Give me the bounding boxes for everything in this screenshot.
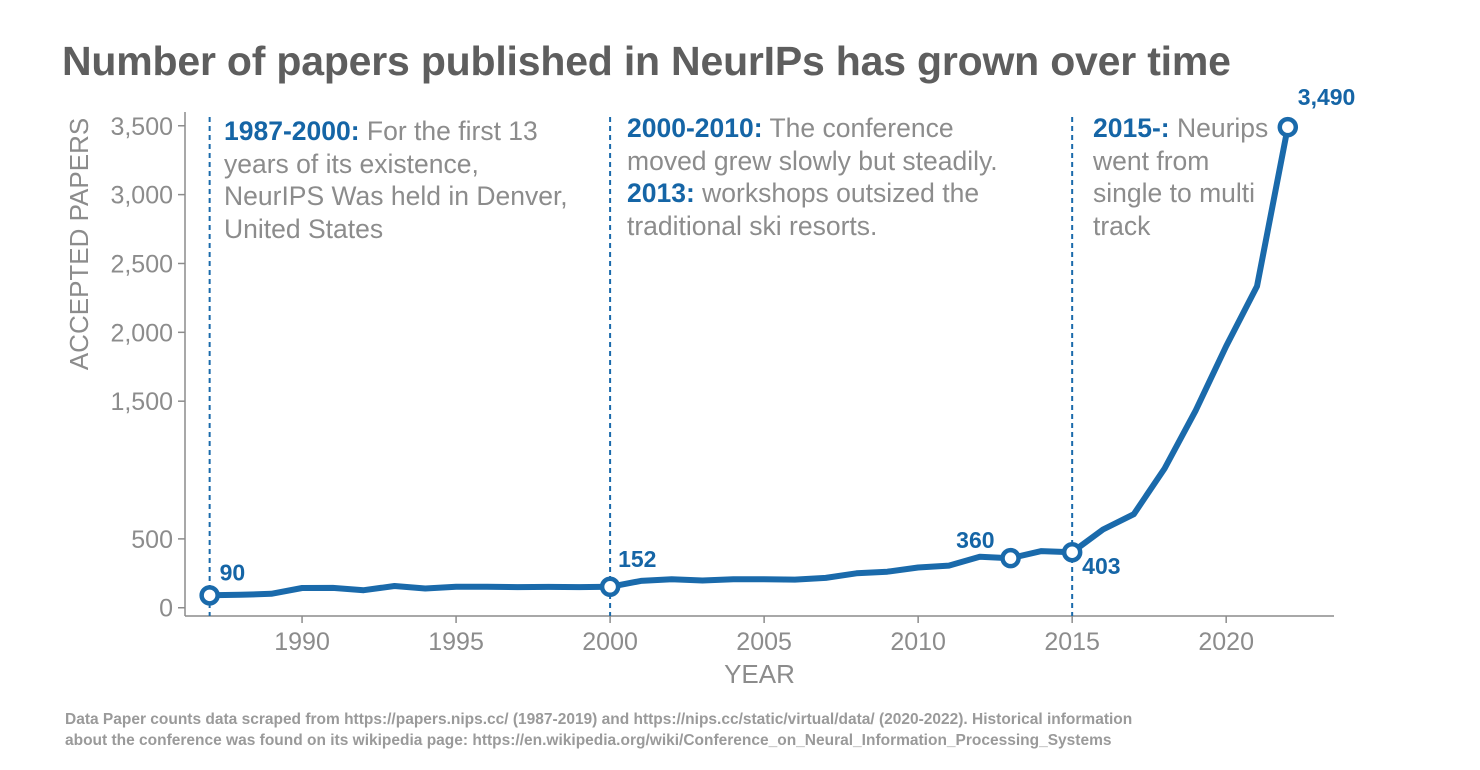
annotation-highlight: 2015-: bbox=[1093, 113, 1170, 143]
annotation-text: United States bbox=[224, 213, 384, 244]
chart-title: Number of papers published in NeurIPs ha… bbox=[62, 38, 1231, 84]
y-tick-label: 3,000 bbox=[110, 182, 173, 210]
annotation-line: United States bbox=[224, 213, 568, 246]
annotation-text: NeurIPS Was held in Denver, bbox=[224, 181, 568, 211]
source-line-1: Data Paper counts data scraped from http… bbox=[65, 711, 1133, 728]
annotation-text: went from bbox=[1093, 145, 1210, 176]
source-note: Data Paper counts data scraped from http… bbox=[65, 709, 1132, 751]
tick-labels: 1990 1995 2000 2005 2010 2015 2020 0 500 1,500 2,0… bbox=[110, 113, 1254, 656]
marker-2022 bbox=[1277, 116, 1299, 138]
annotation-line: 1987-2000: For the first 13 bbox=[224, 115, 568, 148]
annotation-line: 2015-: Neurips bbox=[1093, 112, 1268, 145]
y-tick-label: 0 bbox=[159, 595, 173, 623]
y-tick-label: 3,500 bbox=[110, 113, 173, 141]
annotation-text: single to multi bbox=[1093, 178, 1256, 208]
annotation-2000-2010: 2000-2010: The conference moved grew slow… bbox=[627, 112, 998, 242]
annotation-line: traditional ski resorts. bbox=[627, 210, 998, 243]
x-tick-label: 2005 bbox=[736, 628, 792, 656]
x-tick-label: 2020 bbox=[1198, 628, 1254, 656]
y-tick-label: 500 bbox=[131, 526, 173, 554]
annotation-highlight: 1987-2000: bbox=[224, 116, 360, 146]
annotation-line: went from bbox=[1093, 145, 1268, 178]
annotation-highlight: 2013: bbox=[627, 178, 695, 208]
annotation-line: NeurIPS Was held in Denver, bbox=[224, 180, 568, 213]
y-axis-label: ACCEPTED PAPERS bbox=[64, 118, 94, 370]
annotation-line: single to multi bbox=[1093, 177, 1268, 210]
y-tick-label: 2,000 bbox=[110, 319, 173, 347]
annotation-text: The conference bbox=[762, 113, 954, 143]
annotation-line: track bbox=[1093, 210, 1268, 243]
vertical-reference-lines bbox=[208, 117, 1074, 616]
x-tick-label: 2000 bbox=[582, 628, 638, 656]
y-tick-label: 1,500 bbox=[110, 388, 173, 416]
source-line-2: about the conference was found on its wi… bbox=[65, 732, 1112, 749]
series-line bbox=[206, 124, 1291, 599]
data-label-2000: 152 bbox=[618, 546, 656, 572]
annotation-text: track bbox=[1093, 210, 1151, 241]
marker-2015 bbox=[1061, 541, 1083, 563]
marker-1987 bbox=[199, 585, 220, 606]
annotation-text: traditional ski resorts. bbox=[627, 210, 878, 241]
x-axis-label: YEAR bbox=[724, 659, 795, 689]
annotation-1987-2000: 1987-2000: For the first 13 years of its … bbox=[224, 115, 568, 245]
data-label-2022: 3,490 bbox=[1298, 84, 1356, 110]
markers: 90 152 360 403 3,490 bbox=[199, 84, 1356, 606]
x-tick-label: 1990 bbox=[274, 628, 330, 656]
annotation-line: moved grew slowly but steadily. bbox=[627, 145, 998, 178]
x-tick-label: 2015 bbox=[1044, 628, 1100, 656]
annotation-line: 2013: workshops outsized the bbox=[627, 177, 998, 210]
annotation-2015: 2015-: Neurips went from single to multi tr… bbox=[1093, 112, 1268, 242]
data-label-2015: 403 bbox=[1082, 553, 1120, 579]
line-chart: 90 152 360 403 3,490 1990 1995 2000 2005 2010 201… bbox=[64, 84, 1356, 689]
y-tick-label: 2,500 bbox=[110, 250, 173, 278]
marker-2013 bbox=[1000, 547, 1021, 569]
data-label-1987: 90 bbox=[220, 559, 246, 585]
data-label-2013: 360 bbox=[956, 527, 994, 553]
annotation-text: Neurips bbox=[1169, 113, 1269, 143]
annotation-text: years of its existence, bbox=[224, 148, 479, 179]
annotation-line: 2000-2010: The conference bbox=[627, 112, 998, 145]
annotation-highlight: 2000-2010: bbox=[627, 113, 763, 143]
marker-2000 bbox=[599, 576, 621, 598]
x-tick-label: 2010 bbox=[890, 628, 946, 656]
annotation-text: moved grew slowly but steadily. bbox=[627, 145, 998, 176]
annotation-text: workshops outsized the bbox=[694, 178, 980, 208]
annotation-text: For the first 13 bbox=[359, 116, 538, 146]
axes bbox=[184, 112, 1334, 617]
annotation-line: years of its existence, bbox=[224, 148, 568, 181]
x-tick-label: 1995 bbox=[428, 628, 484, 656]
